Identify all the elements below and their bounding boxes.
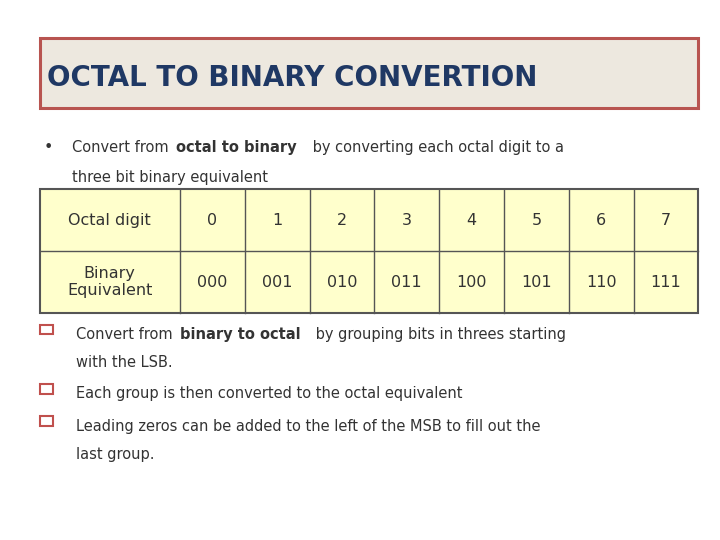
Text: 4: 4 bbox=[467, 213, 477, 227]
Text: binary to octal: binary to octal bbox=[180, 327, 300, 342]
Text: •: • bbox=[43, 140, 53, 156]
Text: by converting each octal digit to a: by converting each octal digit to a bbox=[307, 140, 564, 156]
Text: with the LSB.: with the LSB. bbox=[76, 355, 172, 370]
Text: 1: 1 bbox=[272, 213, 282, 227]
Text: Convert from: Convert from bbox=[76, 327, 177, 342]
Text: 2: 2 bbox=[337, 213, 347, 227]
Text: Binary
Equivalent: Binary Equivalent bbox=[67, 266, 153, 298]
Text: 101: 101 bbox=[521, 275, 552, 289]
FancyBboxPatch shape bbox=[40, 384, 53, 394]
Text: 6: 6 bbox=[596, 213, 606, 227]
FancyBboxPatch shape bbox=[40, 416, 53, 426]
Text: 110: 110 bbox=[586, 275, 616, 289]
FancyBboxPatch shape bbox=[40, 189, 698, 313]
Text: 111: 111 bbox=[651, 275, 681, 289]
Text: last group.: last group. bbox=[76, 447, 154, 462]
Text: OCTAL TO BINARY CONVERTION: OCTAL TO BINARY CONVERTION bbox=[47, 64, 537, 92]
Text: Octal digit: Octal digit bbox=[68, 213, 151, 227]
Text: 100: 100 bbox=[456, 275, 487, 289]
Text: three bit binary equivalent: three bit binary equivalent bbox=[72, 170, 268, 185]
Text: 0: 0 bbox=[207, 213, 217, 227]
Text: 7: 7 bbox=[661, 213, 671, 227]
FancyBboxPatch shape bbox=[40, 38, 698, 108]
FancyBboxPatch shape bbox=[40, 325, 53, 334]
Text: 001: 001 bbox=[262, 275, 292, 289]
Text: Convert from: Convert from bbox=[72, 140, 174, 156]
Text: by grouping bits in threes starting: by grouping bits in threes starting bbox=[311, 327, 566, 342]
Text: 010: 010 bbox=[327, 275, 357, 289]
Text: Leading zeros can be added to the left of the MSB to fill out the: Leading zeros can be added to the left o… bbox=[76, 418, 540, 434]
Text: 5: 5 bbox=[531, 213, 541, 227]
Text: 000: 000 bbox=[197, 275, 228, 289]
Text: 3: 3 bbox=[402, 213, 412, 227]
Text: octal to binary: octal to binary bbox=[176, 140, 297, 156]
Text: Each group is then converted to the octal equivalent: Each group is then converted to the octa… bbox=[76, 386, 462, 401]
Text: 011: 011 bbox=[392, 275, 422, 289]
